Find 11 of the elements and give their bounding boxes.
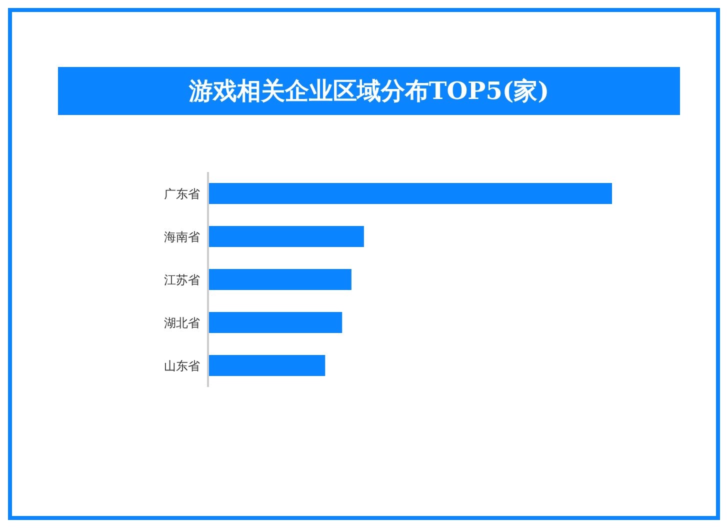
bar — [208, 269, 352, 290]
bar — [208, 312, 342, 333]
bar — [208, 355, 326, 376]
y-tick-label: 广东省 — [164, 186, 200, 201]
bar — [208, 226, 364, 247]
chart-title: 游戏相关企业区域分布TOP5(家) — [58, 67, 680, 115]
bar — [208, 183, 612, 204]
y-tick-label: 海南省 — [164, 230, 200, 244]
y-tick-label: 江苏省 — [164, 272, 200, 287]
y-tick-label: 山东省 — [164, 358, 200, 373]
y-tick-label: 湖北省 — [164, 316, 200, 330]
